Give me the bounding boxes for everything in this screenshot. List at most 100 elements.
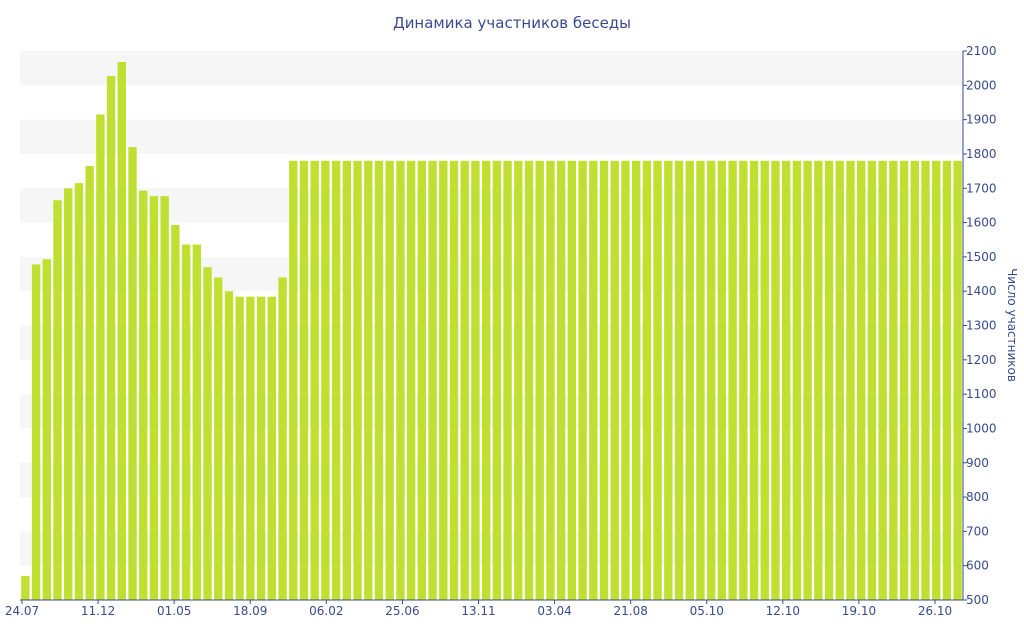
y-tick-label: 1400	[966, 284, 997, 298]
y-tick-label: 1700	[966, 181, 997, 195]
bar	[546, 160, 555, 601]
bar	[160, 196, 169, 600]
bar	[74, 183, 84, 600]
bar	[246, 296, 255, 600]
bar	[631, 160, 641, 601]
bar	[899, 160, 909, 601]
bar	[64, 188, 73, 600]
bar	[439, 160, 448, 601]
bar	[214, 277, 223, 600]
bar	[857, 160, 866, 601]
bar	[460, 160, 469, 601]
bar	[867, 160, 877, 601]
bar	[481, 160, 491, 601]
y-tick-label: 1600	[966, 216, 997, 230]
bars	[21, 61, 962, 601]
x-tick-label: 25.06	[385, 604, 419, 618]
y-tick-label: 1500	[966, 250, 997, 264]
bar	[471, 160, 480, 601]
x-tick-label: 21.08	[613, 604, 647, 618]
bar	[203, 267, 212, 600]
y-tick-label: 1800	[966, 147, 997, 161]
x-tick-label: 13.11	[461, 604, 495, 618]
y-tick-label: 900	[966, 456, 989, 470]
bar	[267, 296, 276, 600]
bar	[942, 160, 952, 601]
bar	[106, 76, 116, 601]
x-ticks: 24.07 11.12 01.05 18.09 06.02 25.06 13.11 03.04…	[5, 600, 952, 618]
x-tick-label: 24.07	[5, 604, 39, 618]
bar	[96, 114, 105, 600]
bar	[739, 160, 748, 601]
bar	[653, 160, 662, 601]
bar	[181, 244, 191, 600]
bar	[803, 160, 812, 601]
bar	[556, 160, 566, 601]
bar	[278, 277, 287, 600]
x-tick-label: 12.10	[766, 604, 800, 618]
bar	[567, 160, 577, 601]
bar	[331, 160, 341, 601]
y-tick-label: 1000	[966, 421, 997, 435]
bar	[685, 160, 694, 601]
bar	[535, 160, 544, 601]
bar	[289, 160, 298, 601]
bar	[932, 160, 941, 601]
bar	[621, 160, 630, 601]
bar	[610, 160, 619, 601]
bar	[846, 160, 855, 601]
y-tick-label: 800	[966, 490, 989, 504]
bar	[117, 61, 126, 601]
x-tick-label: 01.05	[157, 604, 191, 618]
bar	[364, 160, 373, 601]
y-tick-label: 1900	[966, 113, 997, 127]
bar	[878, 160, 887, 601]
bar	[696, 160, 705, 601]
bar	[749, 160, 759, 601]
bar	[514, 160, 523, 601]
bar	[406, 160, 416, 601]
y-tick-label: 700	[966, 524, 989, 538]
bar	[449, 160, 459, 601]
bar	[21, 575, 30, 600]
bar	[492, 160, 502, 601]
bar	[139, 190, 148, 600]
bar	[921, 160, 930, 601]
bar	[953, 160, 962, 601]
bar	[674, 160, 684, 601]
bar	[642, 160, 652, 601]
y-tick-label: 2000	[966, 78, 997, 92]
y-tick-label: 1200	[966, 353, 997, 367]
bar	[814, 160, 823, 601]
bar	[299, 160, 309, 601]
bar	[235, 296, 244, 600]
y-tick-label: 600	[966, 559, 989, 573]
y-tick-label: 500	[966, 593, 989, 607]
bar	[889, 160, 898, 601]
bar	[760, 160, 769, 601]
chart-title: Динамика участников беседы	[393, 14, 631, 32]
bar	[578, 160, 587, 601]
x-tick-label: 03.04	[537, 604, 571, 618]
bar	[910, 160, 919, 601]
bar	[428, 160, 437, 601]
bar	[342, 160, 352, 601]
bar	[771, 160, 780, 601]
bar	[792, 160, 802, 601]
x-tick-label: 26.10	[918, 604, 952, 618]
bar	[374, 160, 384, 601]
bar	[53, 200, 62, 600]
bar	[524, 160, 534, 601]
bar	[664, 160, 673, 601]
bar	[503, 160, 512, 601]
bar	[149, 196, 159, 600]
x-tick-label: 05.10	[690, 604, 724, 618]
bar	[385, 160, 394, 601]
x-tick-label: 11.12	[81, 604, 115, 618]
bar	[353, 160, 362, 601]
bar	[85, 165, 94, 600]
x-tick-label: 19.10	[842, 604, 876, 618]
bar	[31, 264, 41, 600]
bar	[256, 296, 266, 600]
bar	[707, 160, 716, 601]
